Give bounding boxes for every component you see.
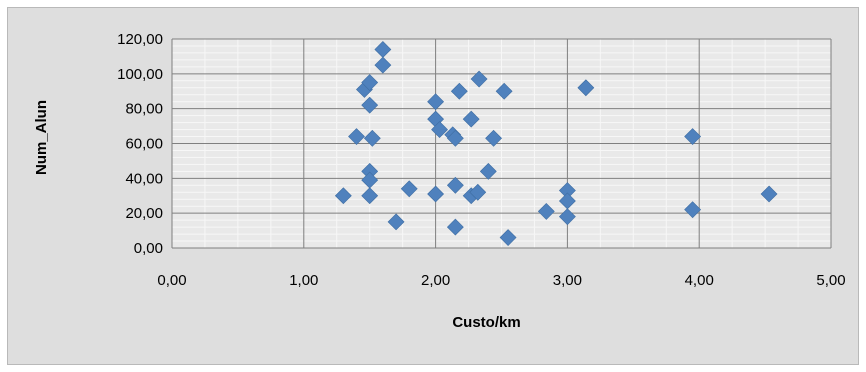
data-point: [446, 176, 464, 194]
x-tick-label: 4,00: [685, 272, 714, 289]
data-point: [470, 70, 488, 88]
y-tick-label: 40,00: [125, 170, 163, 187]
data-point: [361, 187, 379, 205]
data-point: [684, 201, 702, 219]
y-tick-label: 60,00: [125, 136, 163, 153]
y-tick-label: 120,00: [117, 31, 163, 48]
data-point: [558, 208, 576, 226]
x-tick-label: 3,00: [553, 272, 582, 289]
x-tick-label: 5,00: [816, 272, 845, 289]
data-point: [361, 74, 379, 91]
x-axis-title: Custo/km: [452, 314, 520, 331]
data-point: [363, 129, 381, 147]
x-tick-label: 0,00: [157, 272, 186, 289]
data-point: [485, 129, 503, 147]
tick-labels: 0,00 1,00 2,00 3,00 4,00 5,00 0,00 20,00 40,00 60…: [117, 31, 845, 289]
data-point: [427, 185, 445, 203]
data-point: [427, 93, 445, 111]
data-point: [577, 79, 595, 97]
data-point: [374, 56, 392, 74]
x-tick-label: 1,00: [289, 272, 318, 289]
data-point: [499, 229, 517, 246]
y-tick-label: 100,00: [117, 66, 163, 83]
data-point: [400, 180, 418, 198]
data-point: [469, 183, 487, 201]
data-point: [537, 203, 555, 220]
data-point: [387, 213, 405, 231]
data-points: [334, 41, 778, 246]
data-point: [462, 110, 480, 128]
y-tick-label: 20,00: [125, 205, 163, 222]
x-tick-label: 2,00: [421, 272, 450, 289]
data-point: [446, 218, 464, 236]
data-point: [495, 82, 513, 100]
data-point: [479, 162, 497, 180]
data-point: [348, 128, 365, 145]
y-tick-label: 80,00: [125, 101, 163, 118]
y-axis-title: Num_Alun: [33, 100, 50, 175]
data-point: [431, 121, 448, 138]
data-point: [684, 128, 702, 145]
y-tick-label: 0,00: [134, 240, 163, 257]
data-point: [446, 129, 464, 147]
data-point: [361, 96, 379, 114]
data-point: [450, 82, 468, 100]
major-grid: [171, 38, 832, 249]
data-point: [334, 187, 352, 205]
data-point: [760, 185, 778, 203]
